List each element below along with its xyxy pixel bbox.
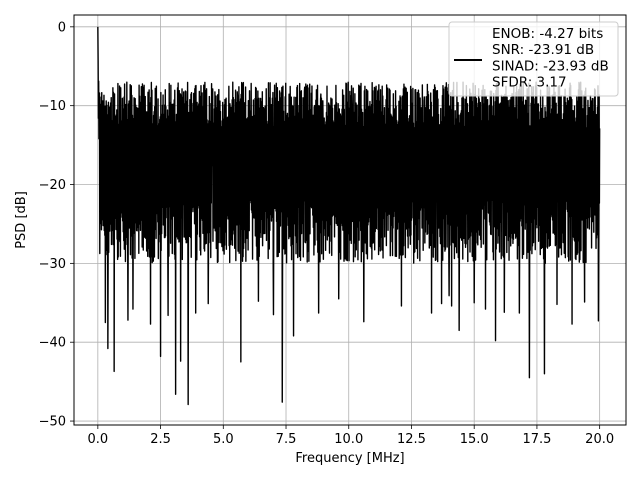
y-tick-label: −50 [39, 415, 66, 430]
x-tick-label: 10.0 [334, 432, 363, 447]
x-tick-label: 12.5 [397, 432, 426, 447]
x-tick-label: 17.5 [522, 432, 551, 447]
x-tick-label: 20.0 [585, 432, 614, 447]
legend-entry-line: SNR: -23.91 dB [492, 42, 594, 58]
x-tick-label: 5.0 [213, 432, 234, 447]
y-axis-label: PSD [dB] [14, 191, 29, 249]
x-tick-label: 2.5 [150, 432, 171, 447]
legend-entry-line: ENOB: -4.27 bits [492, 26, 603, 42]
y-tick-label: −20 [39, 178, 66, 193]
x-tick-label: 7.5 [276, 432, 297, 447]
x-tick-label: 0.0 [87, 432, 108, 447]
legend-box [448, 21, 619, 97]
y-tick-label: −30 [39, 257, 66, 272]
y-tick-label: −40 [39, 336, 66, 351]
axes-frame [73, 14, 627, 426]
y-tick-label: −10 [39, 99, 66, 114]
legend-entry-line: SINAD: -23.93 dB [492, 58, 609, 74]
x-axis-label: Frequency [MHz] [295, 451, 404, 466]
y-tick-label: 0 [58, 20, 66, 35]
axis-ticks: 0.0 2.5 5.0 7.5 10.0 12.5 15.0 17.5 20.0 0 −10 −20 −… [39, 20, 615, 447]
legend-entry-line: SFDR: 3.17 [492, 75, 567, 91]
x-tick-label: 15.0 [460, 432, 489, 447]
